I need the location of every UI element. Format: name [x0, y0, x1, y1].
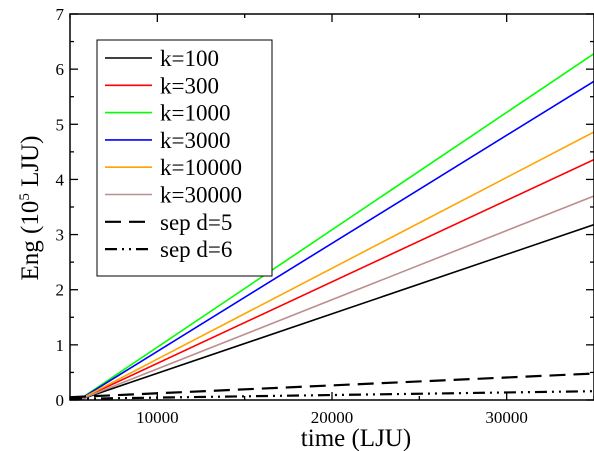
y-axis-title-superscript: 5	[17, 193, 33, 201]
legend-label: k=300	[160, 73, 219, 98]
y-axis-title-suffix: LJU)	[17, 136, 44, 194]
legend-label: sep d=5	[160, 210, 232, 235]
y-axis-title-prefix: Eng (10	[17, 201, 44, 281]
y-tick-label: 1	[56, 336, 65, 355]
y-tick-label: 2	[56, 281, 65, 300]
y-tick-label: 4	[56, 170, 65, 189]
series-line-4	[78, 80, 594, 401]
legend-label: k=10000	[160, 155, 242, 180]
y-tick-label: 7	[56, 5, 65, 24]
series-line-1	[78, 223, 594, 401]
x-tick-label: 10000	[136, 408, 179, 427]
series-line-3	[78, 53, 594, 401]
axis-ticks: 10000 20000 30000 0 1 2 3 4 5 6 7	[56, 5, 594, 427]
x-axis-title: time (LJU)	[301, 425, 411, 451]
y-tick-label: 3	[56, 226, 65, 245]
legend-label: k=1000	[160, 101, 230, 126]
legend-label: sep d=6	[160, 237, 232, 262]
x-tick-label: 30000	[485, 408, 528, 427]
y-axis-title: Eng (105 LJU)	[17, 136, 44, 281]
series-line-2	[78, 158, 594, 401]
y-tick-label: 5	[56, 115, 65, 134]
series-line-5	[78, 131, 594, 401]
series-line-6	[78, 195, 594, 401]
y-tick-label: 6	[56, 60, 65, 79]
legend-label: k=3000	[160, 128, 230, 153]
legend-label: k=100	[160, 46, 219, 71]
legend-box	[96, 39, 273, 277]
y-tick-label: 0	[56, 391, 65, 410]
legend: k=100k=300k=1000k=3000k=10000k=30000sep …	[96, 39, 273, 277]
legend-label: k=30000	[160, 183, 242, 208]
x-tick-label: 20000	[311, 408, 354, 427]
